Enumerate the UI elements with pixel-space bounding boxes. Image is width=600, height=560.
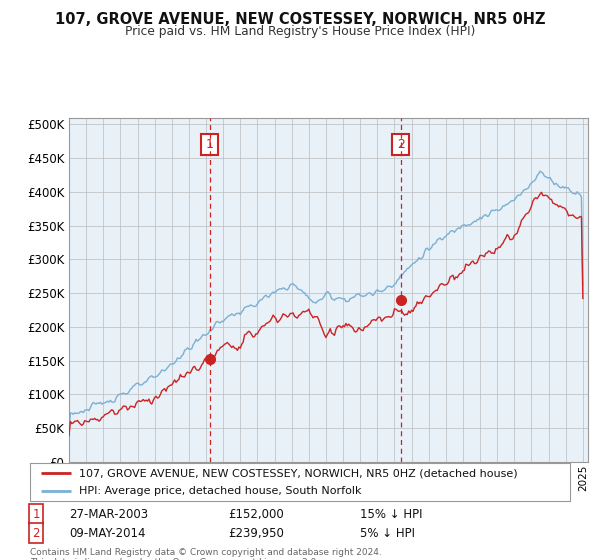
Text: £152,000: £152,000 xyxy=(228,507,284,521)
Text: 15% ↓ HPI: 15% ↓ HPI xyxy=(360,507,422,521)
Text: HPI: Average price, detached house, South Norfolk: HPI: Average price, detached house, Sout… xyxy=(79,486,361,496)
Text: 09-MAY-2014: 09-MAY-2014 xyxy=(69,526,146,540)
Text: 1: 1 xyxy=(206,138,214,151)
Text: 5% ↓ HPI: 5% ↓ HPI xyxy=(360,526,415,540)
Text: 27-MAR-2003: 27-MAR-2003 xyxy=(69,507,148,521)
Text: 1: 1 xyxy=(32,507,40,521)
Text: 2: 2 xyxy=(397,138,404,151)
Text: Contains HM Land Registry data © Crown copyright and database right 2024.
This d: Contains HM Land Registry data © Crown c… xyxy=(30,548,382,560)
Text: 107, GROVE AVENUE, NEW COSTESSEY, NORWICH, NR5 0HZ: 107, GROVE AVENUE, NEW COSTESSEY, NORWIC… xyxy=(55,12,545,27)
Text: £239,950: £239,950 xyxy=(228,526,284,540)
Text: 2: 2 xyxy=(32,526,40,540)
Text: Price paid vs. HM Land Registry's House Price Index (HPI): Price paid vs. HM Land Registry's House … xyxy=(125,25,475,38)
Text: 107, GROVE AVENUE, NEW COSTESSEY, NORWICH, NR5 0HZ (detached house): 107, GROVE AVENUE, NEW COSTESSEY, NORWIC… xyxy=(79,468,517,478)
